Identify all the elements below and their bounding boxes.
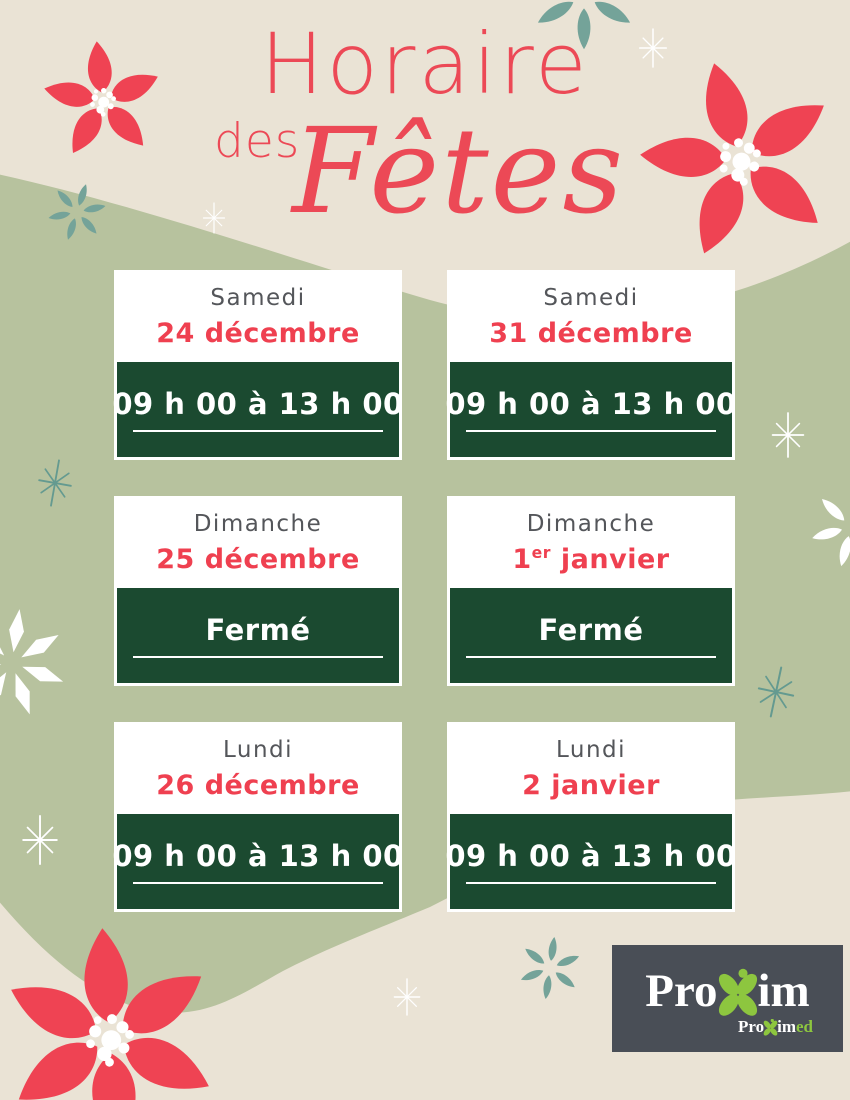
hours-underline xyxy=(466,882,716,884)
schedule-card: Lundi 26 décembre 09 h 00 à 13 h 00 xyxy=(112,722,403,912)
card-header: Dimanche 25 décembre xyxy=(117,496,399,588)
hours-underline xyxy=(133,882,383,884)
card-header: Samedi 24 décembre xyxy=(117,270,399,362)
proxim-brand-post: im xyxy=(757,965,810,1017)
date-label: 25 décembre xyxy=(156,543,360,575)
proximed-pre: Pro xyxy=(737,1016,765,1036)
date-main: 24 décembre xyxy=(156,318,360,349)
hours-panel: Fermé xyxy=(450,588,732,683)
date-label: 26 décembre xyxy=(156,769,360,801)
hours-text: 09 h 00 à 13 h 00 xyxy=(445,839,737,873)
hours-underline xyxy=(466,430,716,432)
card-header: Samedi 31 décembre xyxy=(450,270,732,362)
schedule-card: Dimanche 25 décembre Fermé xyxy=(114,496,402,686)
hours-underline xyxy=(133,656,383,658)
date-ordinal: er xyxy=(531,543,552,562)
schedule-grid: Samedi 24 décembre 09 h 00 à 13 h 00 Sam… xyxy=(112,270,736,912)
card-header: Lundi 26 décembre xyxy=(117,722,399,814)
title-line-horaire: Horaire xyxy=(260,15,590,113)
schedule-card: Dimanche 1er janvier Fermé xyxy=(447,496,735,686)
schedule-card: Samedi 24 décembre 09 h 00 à 13 h 00 xyxy=(112,270,403,460)
proximed-mid: im xyxy=(777,1016,796,1036)
date-rest: janvier xyxy=(551,544,670,575)
proximed-logo: Pro im ed xyxy=(737,1016,813,1036)
day-label: Lundi xyxy=(222,737,294,763)
title-line-des: des xyxy=(214,114,301,169)
date-main: 31 décembre xyxy=(489,318,693,349)
date-main: 1 xyxy=(512,544,532,575)
date-label: 1er janvier xyxy=(512,543,669,575)
card-header: Dimanche 1er janvier xyxy=(450,496,732,588)
date-main: 26 décembre xyxy=(156,770,360,801)
hours-text: 09 h 00 à 13 h 00 xyxy=(112,387,404,421)
hours-text: 09 h 00 à 13 h 00 xyxy=(112,839,404,873)
hours-text: 09 h 00 à 13 h 00 xyxy=(445,387,737,421)
day-label: Samedi xyxy=(210,285,306,311)
proxim-x-leaf-icon xyxy=(718,968,757,1016)
schedule-card: Lundi 2 janvier 09 h 00 à 13 h 00 xyxy=(445,722,736,912)
proxim-brand-pre: Pro xyxy=(645,965,718,1017)
hours-panel: 09 h 00 à 13 h 00 xyxy=(445,362,736,457)
date-label: 31 décembre xyxy=(489,317,693,349)
hours-text: Fermé xyxy=(205,613,311,647)
date-label: 2 janvier xyxy=(522,769,660,801)
day-label: Dimanche xyxy=(526,511,656,537)
hours-panel: Fermé xyxy=(117,588,399,683)
date-main: 2 janvier xyxy=(522,770,660,801)
day-label: Lundi xyxy=(555,737,627,763)
hours-panel: 09 h 00 à 13 h 00 xyxy=(112,362,403,457)
proximed-post: ed xyxy=(796,1016,813,1036)
proxim-logo-box: Pro im Pro xyxy=(612,945,843,1052)
proxim-logo: Pro im xyxy=(645,965,810,1017)
proximed-x-leaf-icon xyxy=(763,1018,778,1036)
schedule-card: Samedi 31 décembre 09 h 00 à 13 h 00 xyxy=(445,270,736,460)
title-line-fetes: Fêtes xyxy=(292,102,626,240)
hours-text: Fermé xyxy=(538,613,644,647)
hours-panel: 09 h 00 à 13 h 00 xyxy=(112,814,403,909)
hours-underline xyxy=(466,656,716,658)
hours-panel: 09 h 00 à 13 h 00 xyxy=(445,814,736,909)
day-label: Dimanche xyxy=(193,511,323,537)
day-label: Samedi xyxy=(543,285,639,311)
date-main: 25 décembre xyxy=(156,544,360,575)
card-header: Lundi 2 janvier xyxy=(450,722,732,814)
hours-underline xyxy=(133,430,383,432)
date-label: 24 décembre xyxy=(156,317,360,349)
